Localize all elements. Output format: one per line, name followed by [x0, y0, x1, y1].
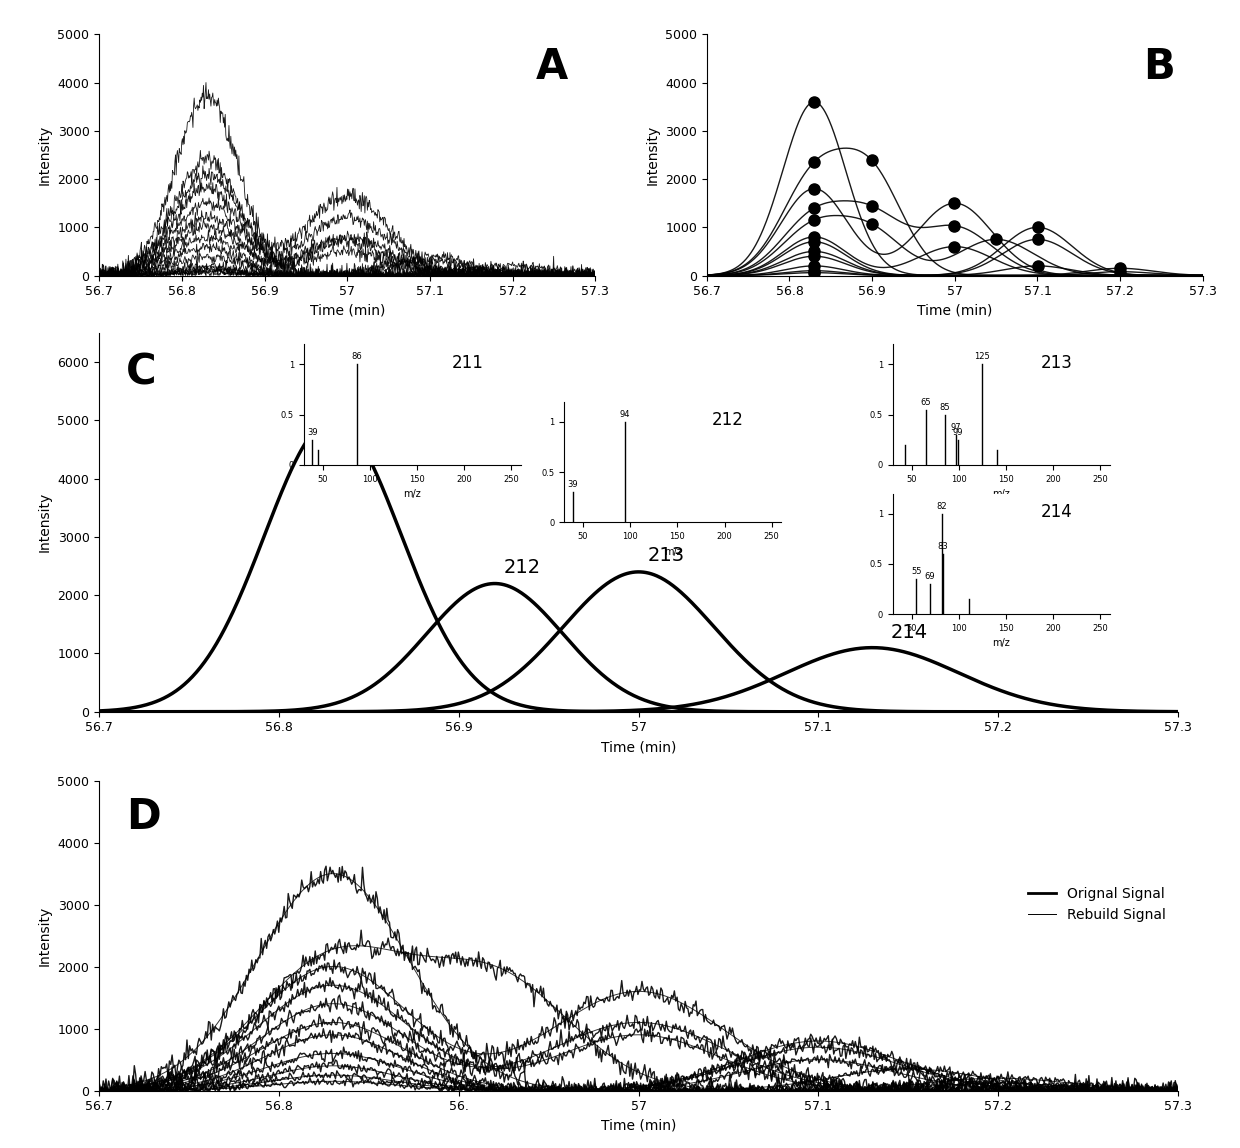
Text: A: A — [536, 47, 568, 88]
X-axis label: m/z: m/z — [403, 489, 422, 499]
Text: 39: 39 — [308, 428, 317, 437]
Text: 94: 94 — [619, 410, 630, 419]
X-axis label: Time (min): Time (min) — [918, 304, 992, 318]
X-axis label: Time (min): Time (min) — [601, 740, 676, 754]
Text: 55: 55 — [911, 567, 921, 576]
Y-axis label: Intensity: Intensity — [38, 906, 52, 965]
Text: 39: 39 — [568, 480, 578, 489]
Text: 83: 83 — [937, 542, 949, 551]
Text: 97: 97 — [951, 422, 961, 432]
Y-axis label: Intensity: Intensity — [38, 125, 52, 185]
X-axis label: Time (min): Time (min) — [601, 1119, 676, 1133]
Text: 86: 86 — [351, 352, 362, 362]
X-axis label: m/z: m/z — [992, 489, 1011, 499]
Text: 212: 212 — [712, 411, 744, 429]
Text: 211: 211 — [340, 395, 383, 414]
Text: 99: 99 — [952, 428, 963, 437]
Text: 125: 125 — [975, 352, 991, 362]
Text: D: D — [126, 797, 161, 838]
X-axis label: m/z: m/z — [992, 638, 1011, 649]
Text: 82: 82 — [936, 502, 947, 511]
Text: 212: 212 — [503, 558, 541, 576]
X-axis label: Time (min): Time (min) — [310, 304, 384, 318]
Text: 85: 85 — [940, 403, 950, 412]
Text: B: B — [1143, 47, 1176, 88]
Text: 213: 213 — [1040, 354, 1073, 372]
Text: 69: 69 — [924, 572, 935, 581]
Text: 213: 213 — [647, 546, 684, 565]
X-axis label: m/z: m/z — [663, 546, 682, 557]
Y-axis label: Intensity: Intensity — [38, 492, 52, 552]
Text: C: C — [126, 352, 156, 394]
Y-axis label: Intensity: Intensity — [646, 125, 660, 185]
Text: 214: 214 — [890, 623, 928, 642]
Text: 65: 65 — [920, 397, 931, 406]
Text: 214: 214 — [1040, 503, 1073, 521]
Legend: Orignal Signal, Rebuild Signal: Orignal Signal, Rebuild Signal — [1022, 882, 1171, 928]
Text: 211: 211 — [451, 354, 484, 372]
